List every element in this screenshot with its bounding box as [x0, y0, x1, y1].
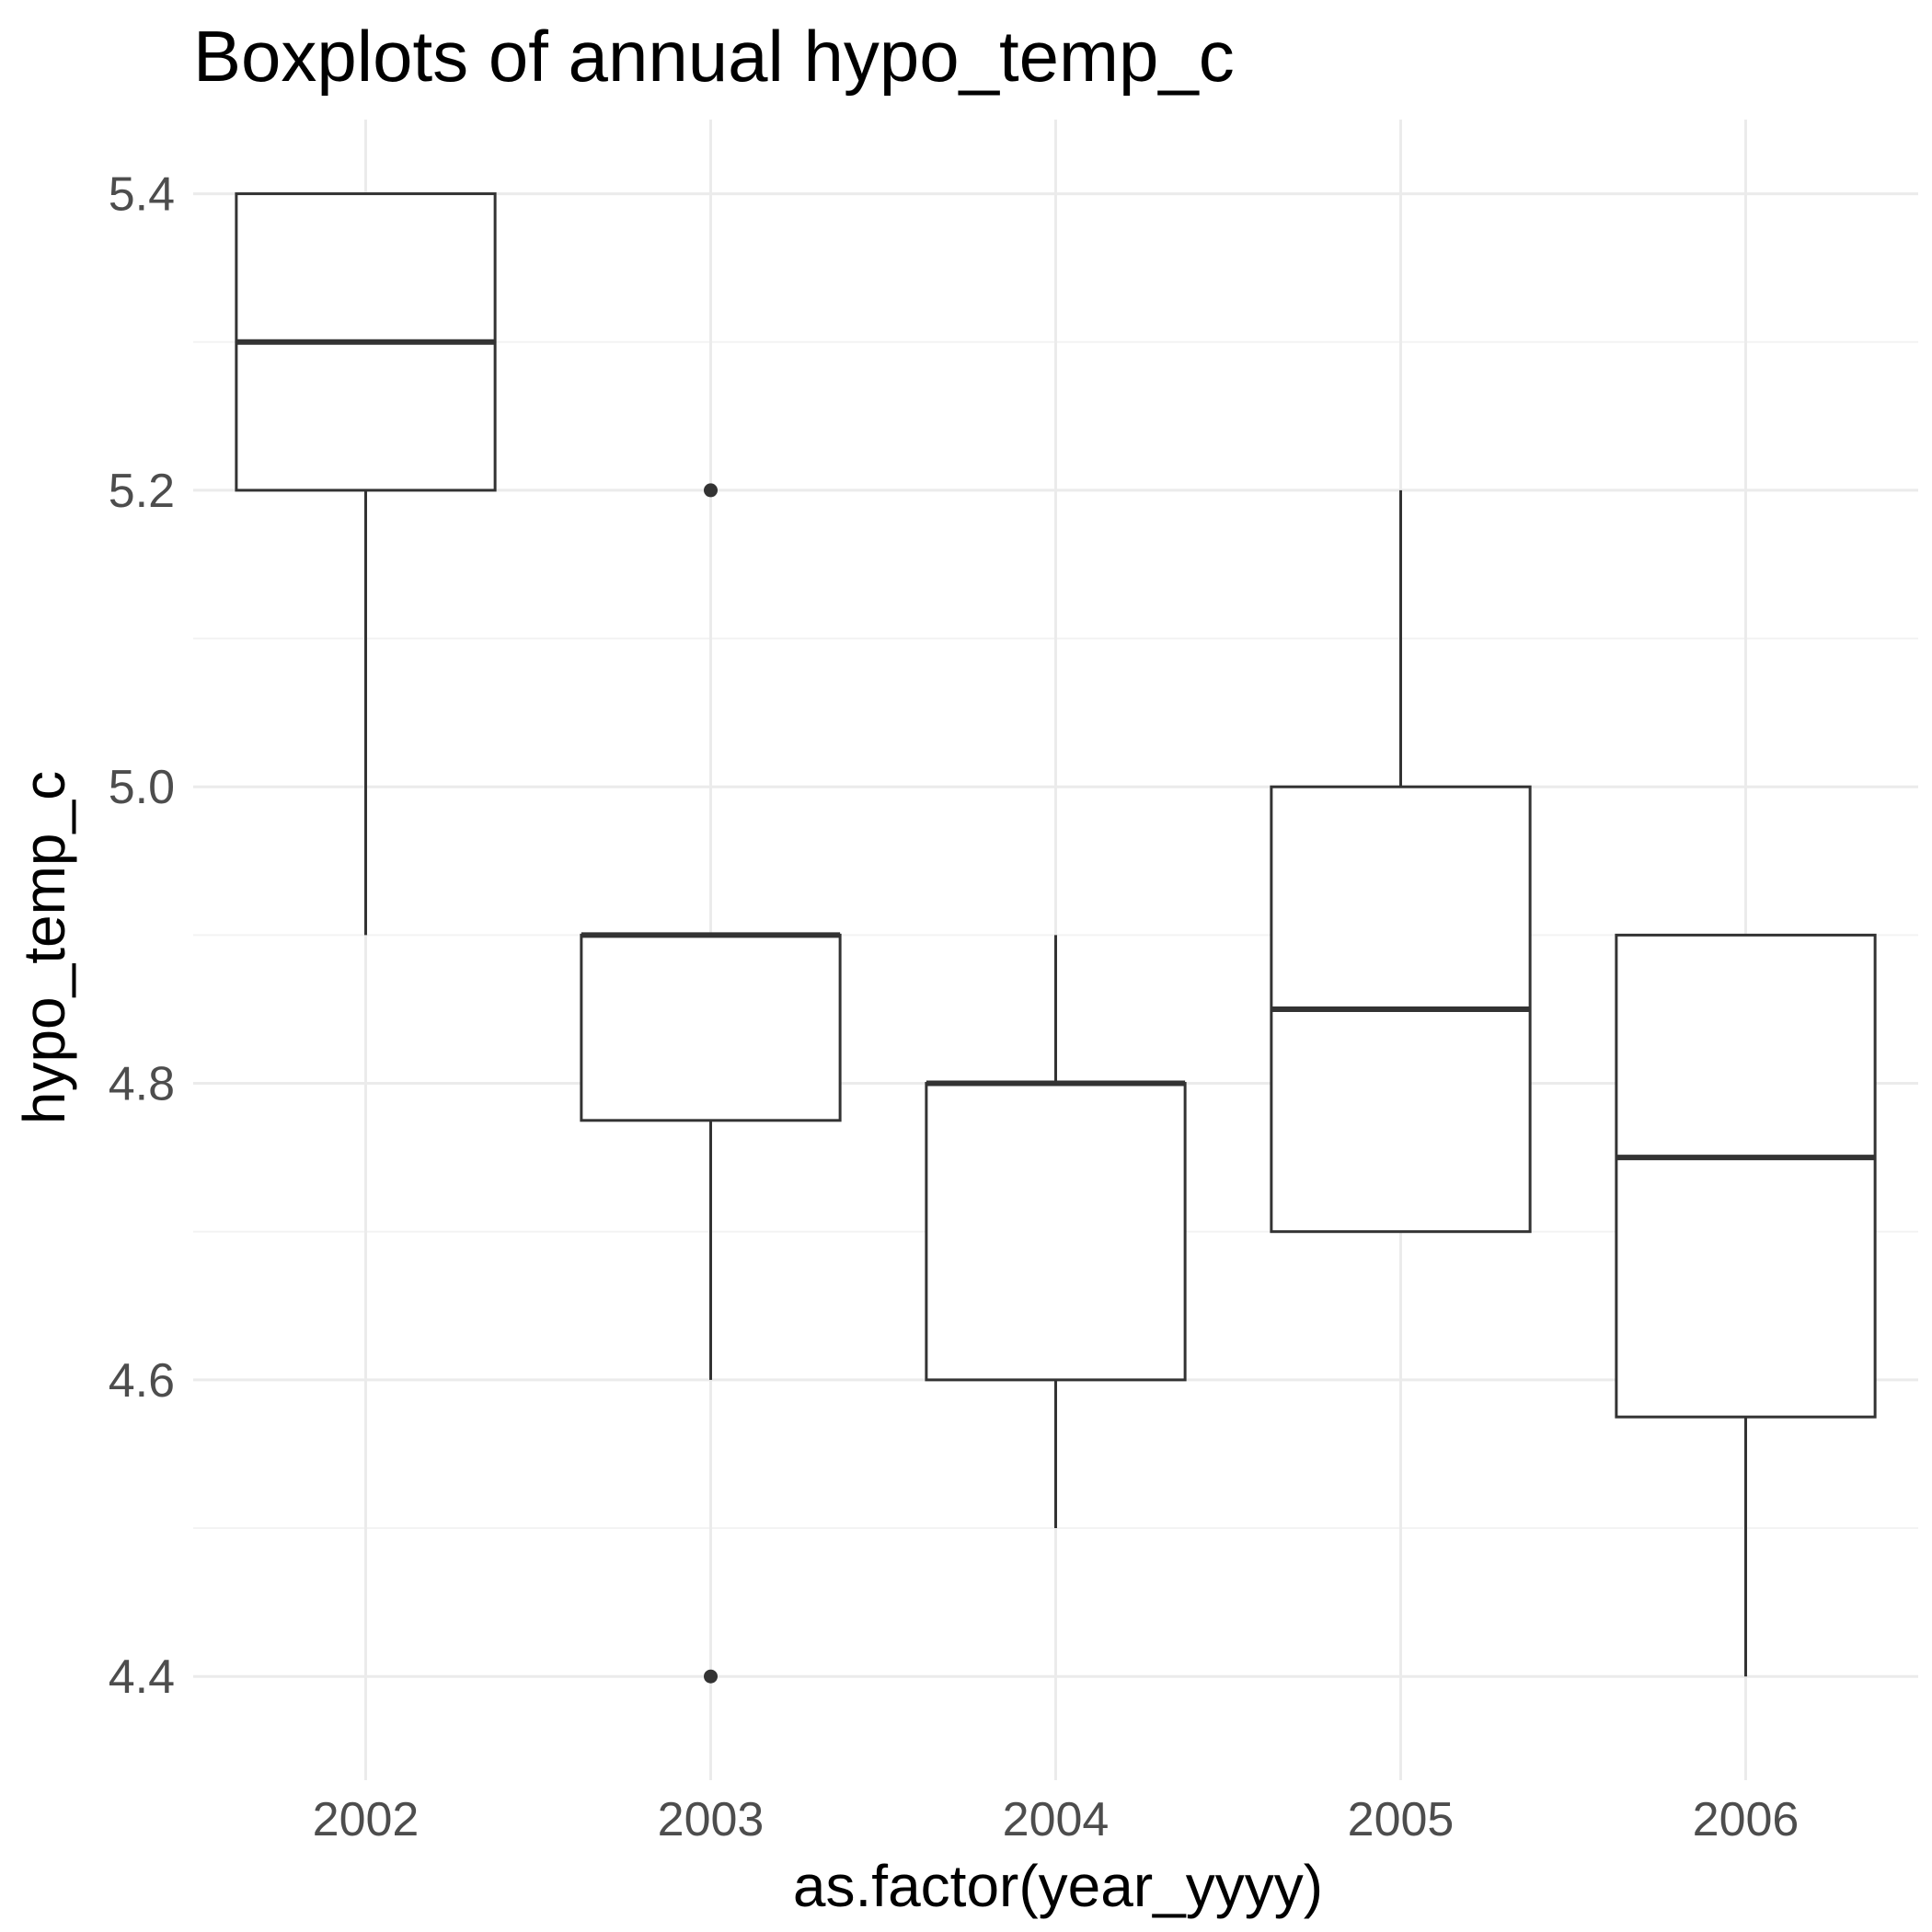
box-layer: [235, 192, 1877, 1684]
iqr-box: [1615, 933, 1877, 1419]
x-tick-label: 2004: [1003, 1793, 1110, 1846]
x-axis-title: as.factor(year_yyyy): [793, 1853, 1323, 1919]
x-tick-label: 2005: [1348, 1793, 1455, 1846]
y-tick-label: 5.0: [109, 761, 175, 814]
y-tick-label: 4.4: [109, 1650, 175, 1704]
tick-label-layer: 4.4 4.6 4.8 5.0 5.2 5.4 2002 2003 2004 2005 2006: [109, 168, 1800, 1846]
y-tick-label: 4.6: [109, 1354, 175, 1408]
chart-title: Boxplots of annual hypo_temp_c: [193, 16, 1235, 97]
outlier-point: [704, 483, 718, 498]
box-2003: [580, 483, 842, 1684]
y-tick-label: 4.8: [109, 1058, 175, 1111]
iqr-box: [925, 1082, 1187, 1382]
box-2006: [1615, 933, 1877, 1677]
box-2002: [235, 192, 497, 936]
x-tick-label: 2003: [658, 1793, 765, 1846]
x-tick-label: 2002: [313, 1793, 420, 1846]
x-tick-label: 2006: [1693, 1793, 1800, 1846]
box-2004: [925, 935, 1187, 1529]
y-axis-title: hypo_temp_c: [11, 771, 77, 1124]
iqr-box: [580, 933, 842, 1122]
y-tick-label: 5.4: [109, 168, 175, 222]
y-tick-label: 5.2: [109, 465, 175, 518]
box-2005: [1270, 489, 1532, 1234]
outlier-point: [704, 1669, 718, 1684]
